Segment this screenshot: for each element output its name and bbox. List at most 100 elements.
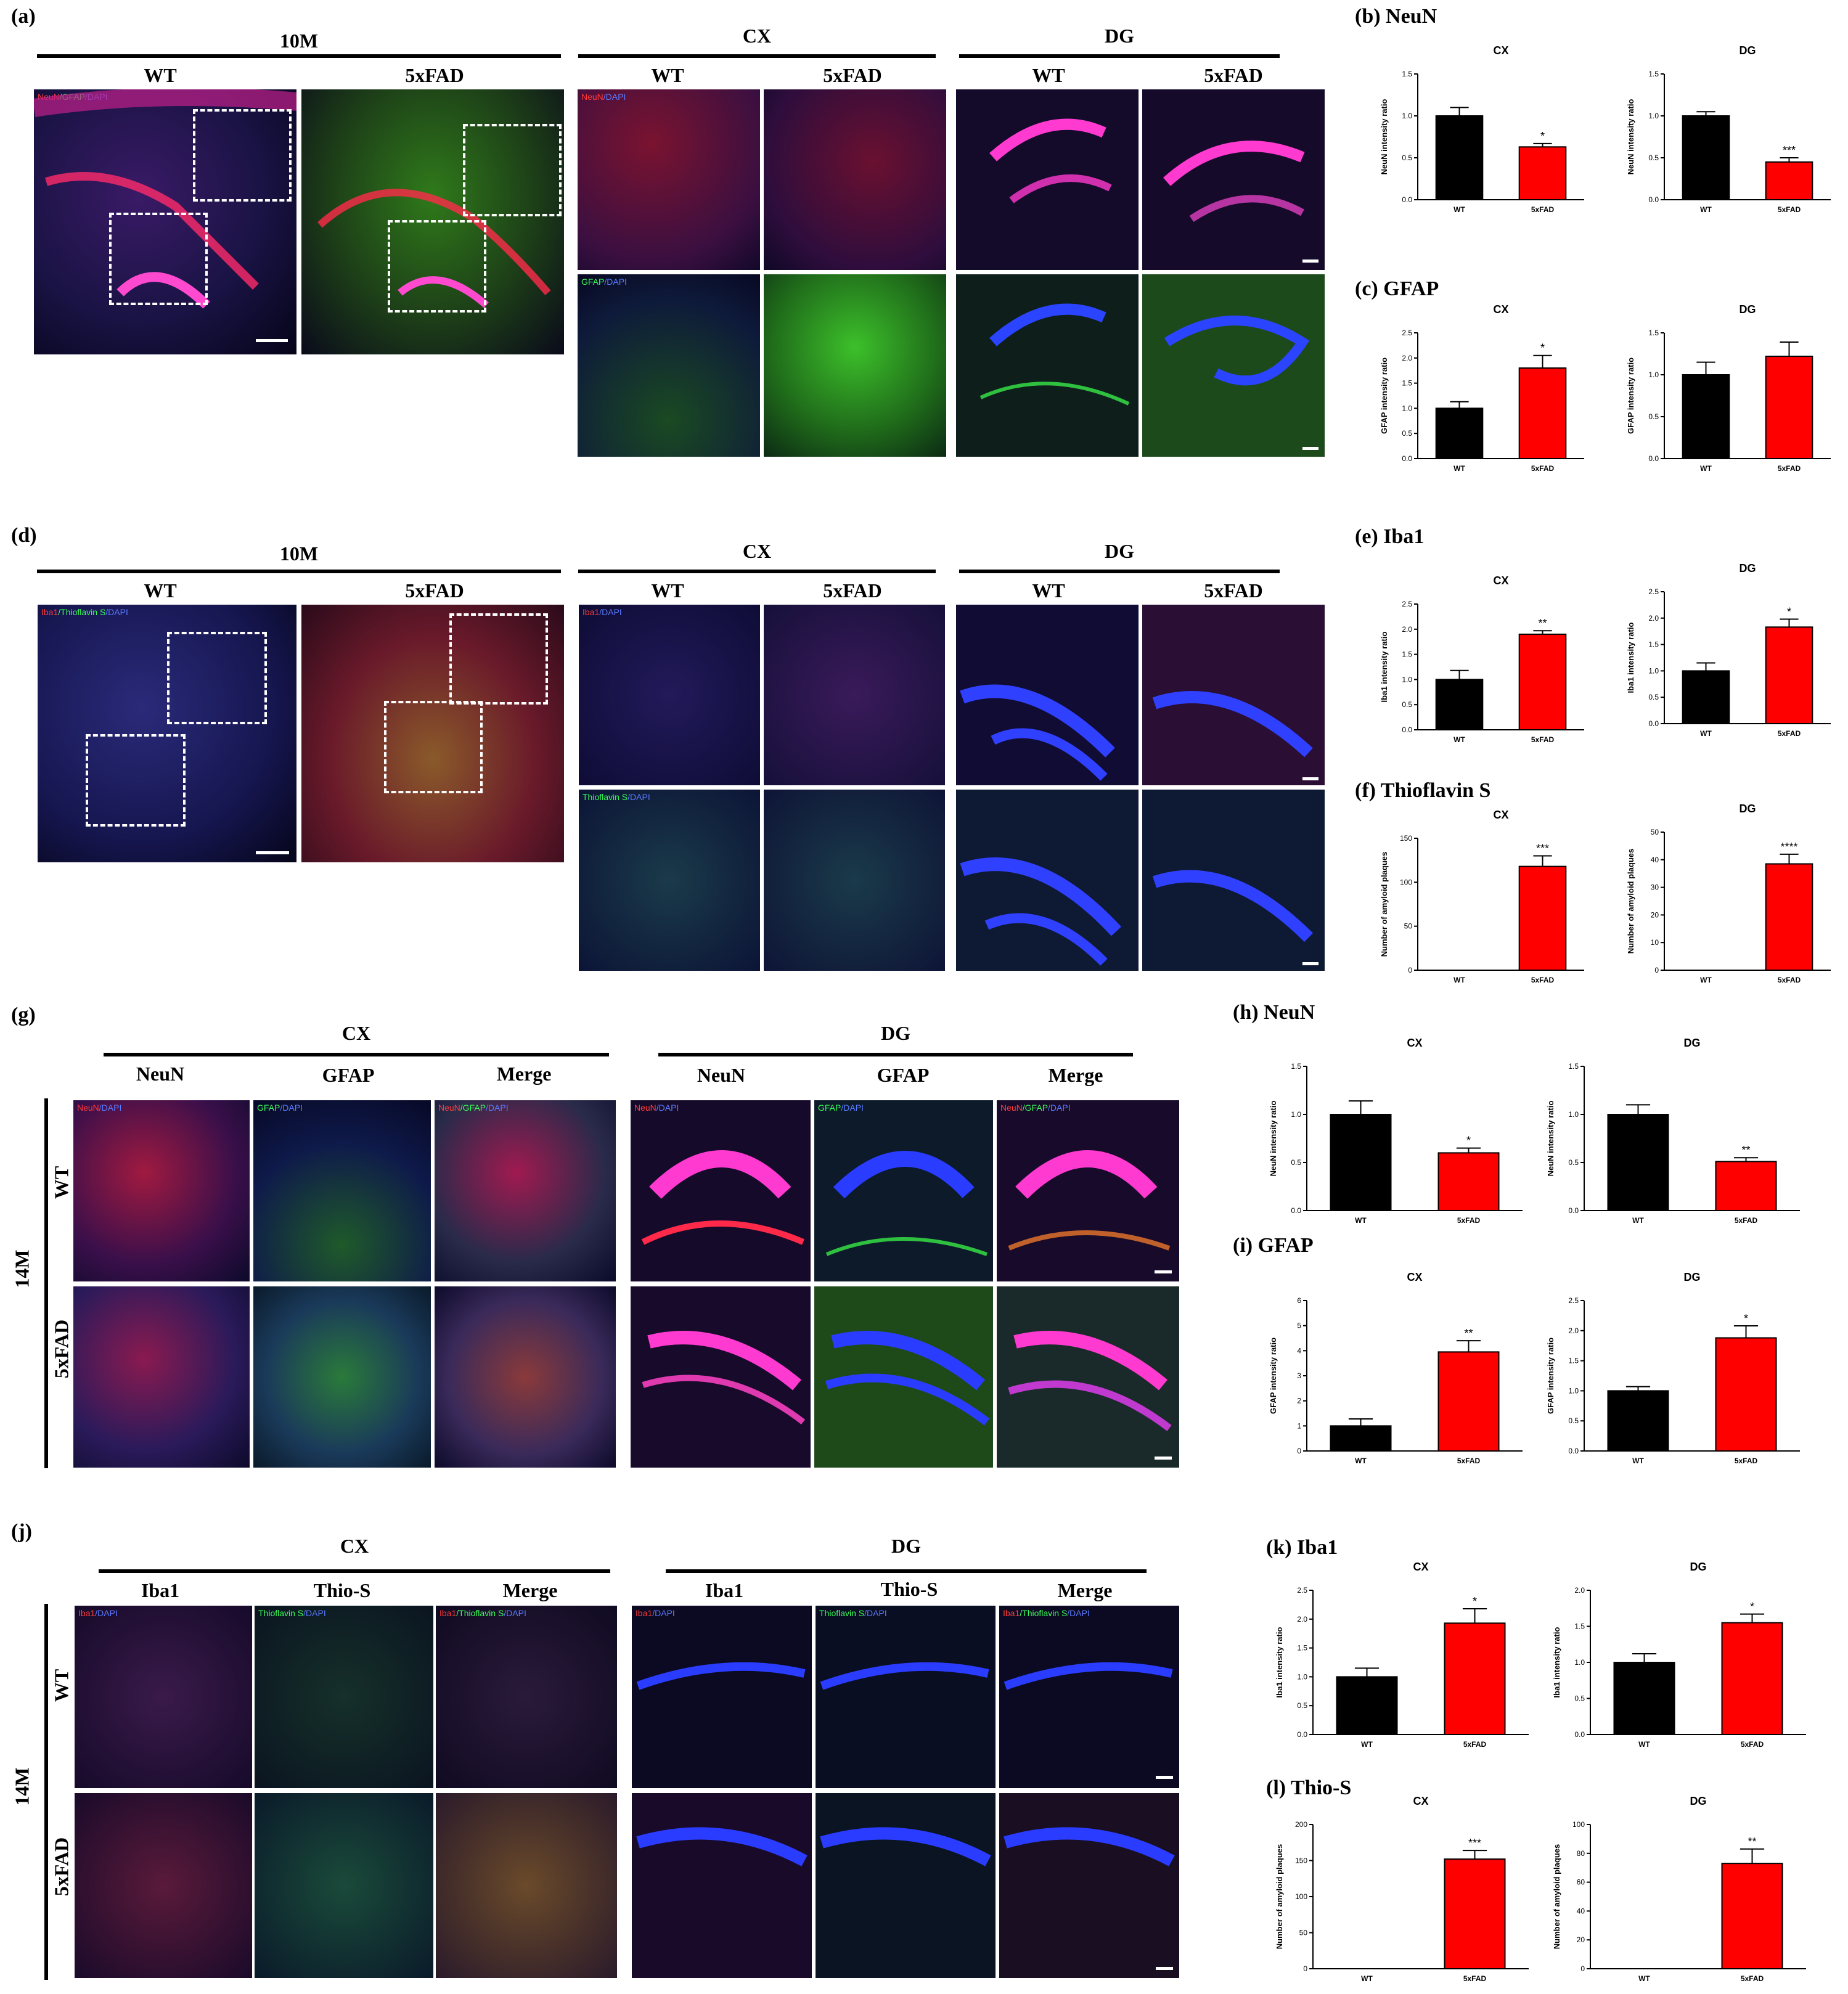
y-tick-label: 2.5 bbox=[1648, 587, 1659, 596]
micrograph-d-cx-fad-thios bbox=[763, 789, 946, 971]
y-tick-label: 0.5 bbox=[1648, 693, 1659, 701]
y-tick-label: 20 bbox=[1651, 910, 1659, 919]
y-tick-label: 2.0 bbox=[1402, 354, 1412, 362]
roi-box-dg bbox=[86, 734, 186, 827]
y-tick-label: 3 bbox=[1297, 1371, 1301, 1380]
chart-title: CX bbox=[1413, 1795, 1428, 1807]
x-tick-label: WT bbox=[1632, 1216, 1644, 1225]
x-tick-label: 5xFAD bbox=[1735, 1216, 1758, 1225]
y-tick-label: 1.0 bbox=[1648, 666, 1659, 675]
y-axis-label: Number of amyloid plaques bbox=[1626, 849, 1635, 954]
y-tick-label: 2.5 bbox=[1402, 329, 1412, 337]
micrograph-a-cx-wt-neun: NeuN/DAPI bbox=[577, 89, 761, 271]
bar-5xfad bbox=[1715, 1337, 1777, 1452]
panel-a-label: (a) bbox=[11, 5, 36, 28]
x-tick-label: 5xFAD bbox=[1531, 735, 1555, 744]
x-tick-label: WT bbox=[1361, 1974, 1373, 1983]
scale-bar bbox=[1302, 777, 1319, 780]
micrograph-j-dg-wt-thios: Thioflavin S/DAPI bbox=[815, 1605, 996, 1789]
y-tick-label: 10 bbox=[1651, 938, 1659, 947]
gfap-header: GFAP bbox=[322, 1064, 375, 1086]
dg-shape bbox=[1004, 1827, 1175, 1866]
x-tick-label: 5xFAD bbox=[1457, 1457, 1481, 1465]
x-tick-label: WT bbox=[1453, 205, 1465, 214]
bar-5xfad bbox=[1765, 161, 1813, 201]
micrograph-g-dg-wt-gfap: GFAP/DAPI bbox=[814, 1100, 994, 1282]
y-tick-label: 5 bbox=[1297, 1322, 1301, 1330]
y-axis-label: NeuN intensity ratio bbox=[1269, 1101, 1278, 1177]
header-rule bbox=[666, 1569, 1147, 1573]
y-tick-label: 100 bbox=[1400, 878, 1412, 886]
scale-bar bbox=[256, 339, 288, 342]
significance-marker: * bbox=[1540, 342, 1545, 354]
micrograph-d-dg-wt-thios bbox=[955, 789, 1139, 971]
y-tick-label: 1.0 bbox=[1402, 404, 1412, 412]
scale-bar bbox=[1155, 1270, 1172, 1273]
x-tick-label: 5xFAD bbox=[1778, 464, 1801, 473]
chart-title: DG bbox=[1684, 1271, 1701, 1283]
panel-c-title: (c) GFAP bbox=[1355, 277, 1439, 300]
dg-header: DG bbox=[881, 1022, 910, 1044]
fad-header: 5xFAD bbox=[405, 64, 464, 86]
panel-g-label: (g) bbox=[11, 1003, 36, 1026]
fad-header: 5xFAD bbox=[823, 579, 882, 602]
y-axis-label: Number of amyloid plaques bbox=[1275, 1844, 1284, 1949]
y-tick-label: 0.0 bbox=[1568, 1206, 1579, 1215]
y-tick-label: 0.0 bbox=[1402, 454, 1412, 463]
y-tick-label: 0.5 bbox=[1402, 429, 1412, 438]
fad-header: 5xFAD bbox=[823, 64, 882, 86]
bar-wt bbox=[1682, 115, 1730, 200]
stain-caption: NeuN/GFAP/DAPI bbox=[1000, 1103, 1071, 1113]
y-tick-label: 1.0 bbox=[1568, 1110, 1579, 1119]
significance-marker: ** bbox=[1464, 1327, 1473, 1339]
dg-shape bbox=[636, 1662, 806, 1690]
age-14m-label: 14M bbox=[10, 1767, 33, 1806]
x-tick-label: WT bbox=[1700, 205, 1712, 214]
fad-row-label: 5xFAD bbox=[50, 1837, 73, 1897]
micrograph-a-dg-fad-gfap bbox=[1142, 274, 1325, 457]
y-axis-label: Iba1 intensity ratio bbox=[1275, 1627, 1284, 1698]
chart-b-dg: DG NeuN intensity ratio 0.0 0.5 1.0 1.5 WT *** 5… bbox=[1626, 44, 1831, 214]
y-axis-label: Iba1 intensity ratio bbox=[1380, 632, 1389, 703]
dg-header: DG bbox=[1105, 25, 1134, 47]
y-tick-label: 0 bbox=[1580, 1964, 1585, 1973]
y-axis-label: NeuN intensity ratio bbox=[1626, 99, 1635, 175]
y-tick-label: 0.5 bbox=[1648, 153, 1659, 162]
micrograph-d-cx-fad-iba1 bbox=[763, 604, 946, 786]
stain-caption: NeuN/GFAP/DAPI bbox=[438, 1103, 509, 1113]
y-tick-label: 0.0 bbox=[1568, 1447, 1579, 1455]
y-tick-label: 0.0 bbox=[1297, 1730, 1307, 1739]
bar-5xfad bbox=[1765, 626, 1813, 724]
y-tick-label: 1.0 bbox=[1648, 112, 1659, 120]
chart-title: DG bbox=[1684, 1037, 1701, 1049]
y-tick-label: 30 bbox=[1651, 883, 1659, 892]
x-tick-label: 5xFAD bbox=[1463, 1740, 1487, 1749]
bar-wt bbox=[1330, 1425, 1392, 1452]
chart-i-cx: CX GFAP intensity ratio 0 1 2 3 4 5 6 WT ** 5xFAD bbox=[1269, 1271, 1523, 1465]
panel-b-title: (b) NeuN bbox=[1355, 5, 1437, 28]
scale-bar bbox=[1156, 1967, 1173, 1970]
thios-header: Thio-S bbox=[880, 1578, 938, 1600]
y-tick-label: 0.0 bbox=[1648, 195, 1659, 204]
dg-header: DG bbox=[891, 1535, 921, 1557]
significance-marker: ** bbox=[1748, 1836, 1756, 1848]
scale-bar bbox=[1156, 1776, 1173, 1779]
dg-shape bbox=[1152, 691, 1313, 758]
y-tick-label: 2.5 bbox=[1402, 600, 1412, 608]
y-tick-label: 2.0 bbox=[1648, 614, 1659, 623]
age-10m-header: 10M bbox=[279, 30, 319, 52]
header-rule bbox=[658, 1053, 1133, 1056]
bar-wt bbox=[1613, 1662, 1675, 1735]
bar-wt bbox=[1330, 1114, 1392, 1211]
bar-wt bbox=[1435, 407, 1484, 459]
roi-box-cx bbox=[193, 109, 292, 202]
micrograph-j-cx-fad-merge bbox=[435, 1792, 618, 1979]
bar-5xfad bbox=[1518, 865, 1567, 971]
x-tick-label: WT bbox=[1355, 1216, 1367, 1225]
chart-c-cx: CX GFAP intensity ratio 0.0 0.5 1.0 1.5 2.0 2.5… bbox=[1380, 303, 1584, 473]
bar-wt bbox=[1682, 374, 1730, 459]
wt-header: WT bbox=[651, 579, 684, 602]
chart-e-dg: DG Iba1 intensity ratio 0.0 0.5 1.0 1.5 2.0 2.5… bbox=[1626, 562, 1831, 738]
y-tick-label: 0 bbox=[1303, 1964, 1307, 1973]
stain-caption: Iba1/Thioflavin S/DAPI bbox=[41, 607, 128, 617]
